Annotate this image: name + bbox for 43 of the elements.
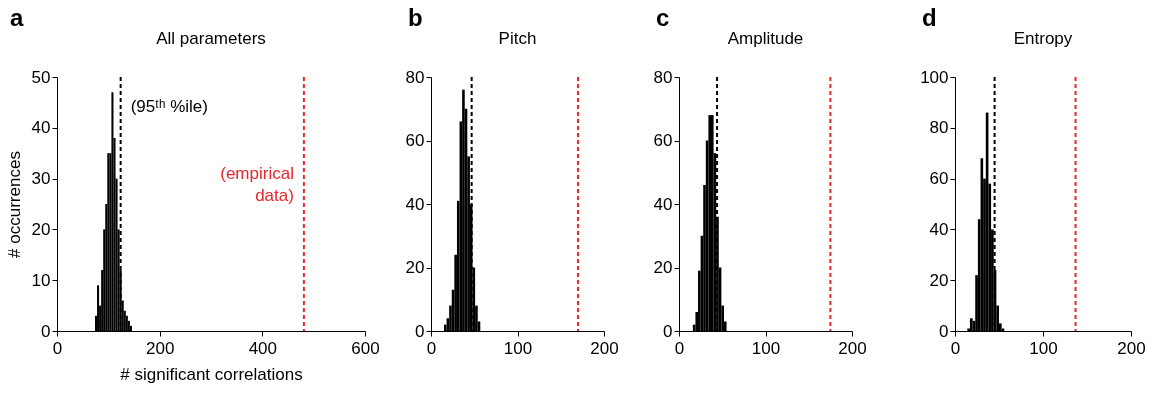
y-tick-label: 80 [405, 67, 425, 87]
y-axis-title: # occurrences [4, 151, 24, 258]
x-tick-label: 400 [248, 338, 278, 358]
text: d [922, 4, 937, 32]
y-tick-label: 20 [405, 258, 425, 277]
y-tick-label: 0 [415, 321, 425, 341]
x-tick-label: 200 [590, 338, 619, 358]
y-tick-label: 80 [929, 118, 949, 138]
chart-title: Pitch [498, 29, 537, 48]
text: c [656, 4, 670, 32]
x-tick-label: 100 [503, 338, 533, 358]
y-tick-label: 0 [41, 321, 51, 341]
y-tick-label: 10 [31, 270, 51, 290]
y-tick-label: 40 [929, 219, 949, 239]
ref-line-label: (empirical data) [220, 163, 294, 205]
y-tick-label: 50 [31, 67, 51, 87]
x-tick-label: 100 [751, 338, 781, 358]
y-tick-label: 40 [405, 194, 425, 214]
y-tick-label: 60 [929, 169, 949, 189]
y-tick-label: 40 [653, 194, 673, 214]
x-axis-title: # significant correlations [120, 364, 303, 384]
y-tick-label: 0 [939, 321, 949, 341]
y-tick-label: 60 [653, 131, 673, 150]
y-tick-label: 100 [920, 67, 949, 87]
y-tick-label: 0 [663, 321, 673, 341]
y-tick-label: 60 [405, 131, 425, 150]
y-tick-label: 80 [653, 67, 673, 87]
y-tick-label: 20 [929, 270, 949, 290]
chart-title: All parameters [156, 29, 266, 48]
chart-title: Amplitude [727, 29, 804, 48]
chart-title: Entropy [1013, 29, 1073, 48]
y-tick-label: 20 [31, 219, 51, 239]
text: a [10, 4, 24, 32]
x-tick-label: 100 [1029, 338, 1058, 358]
x-tick-label: 200 [838, 338, 867, 358]
text: b [408, 4, 423, 32]
x-tick-label: 600 [351, 338, 380, 358]
ref-line-label: (95ᵗʰ %ile) [130, 97, 208, 117]
y-tick-label: 20 [653, 258, 673, 277]
y-tick-label: 40 [31, 118, 51, 138]
x-tick-label: 200 [145, 338, 175, 358]
x-tick-label: 200 [1117, 338, 1146, 358]
y-tick-label: 30 [31, 169, 51, 189]
